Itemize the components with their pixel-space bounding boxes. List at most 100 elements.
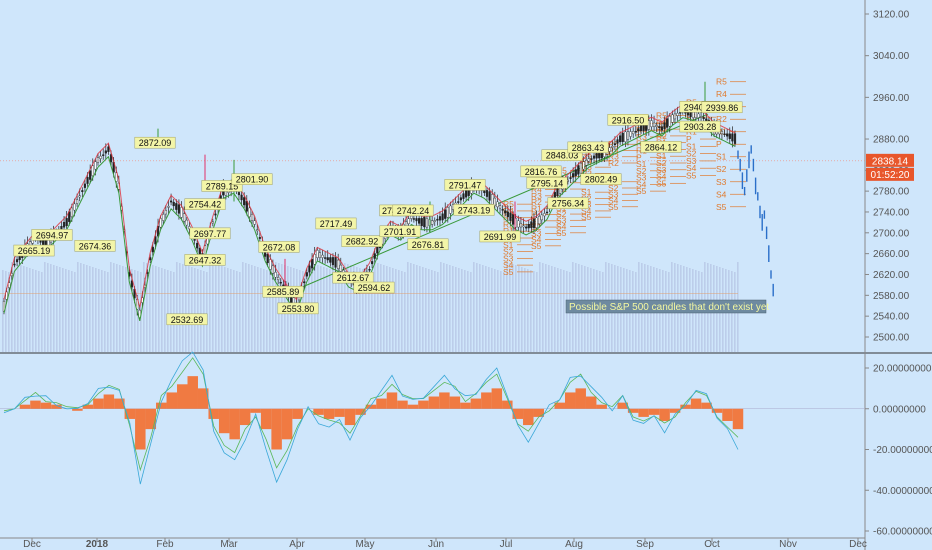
volume-bar [176, 262, 178, 352]
y-tick-label: 2540.00 [873, 312, 910, 323]
price-label-text: 2864.12 [645, 142, 678, 152]
ind-y-tick-label: -40.00000000 [873, 486, 932, 497]
pivot-label: R2 [581, 168, 592, 178]
candle [159, 218, 162, 228]
candle [619, 135, 622, 143]
volume-bar [452, 266, 454, 352]
price-label-text: 2742 [382, 206, 402, 216]
x-tick-label: Nov [779, 539, 797, 550]
candle [13, 263, 16, 266]
ind-histogram-bar [365, 404, 377, 409]
ind-histogram-bar [575, 388, 586, 409]
volume-bar [494, 269, 496, 352]
pivot-label: R5 [716, 77, 727, 87]
candle [590, 158, 593, 160]
volume-bar [461, 269, 463, 352]
candle [459, 197, 462, 201]
candle [130, 280, 134, 288]
volume-bar [350, 265, 352, 352]
price-label-text: 2863.43 [572, 143, 605, 153]
price-label-text: 2691.99 [484, 232, 517, 242]
candle [248, 207, 251, 217]
ind-histogram-bar [292, 408, 303, 419]
volume-bar [194, 268, 196, 352]
pivot-label: S4 [556, 222, 567, 232]
price-label-box [453, 204, 495, 216]
candle [660, 126, 663, 131]
y-tick-label: 2740.00 [873, 207, 910, 218]
candle [154, 236, 157, 245]
volume-bar [53, 265, 55, 352]
candle [318, 252, 321, 258]
candle [316, 250, 319, 258]
volume-bar [515, 265, 517, 352]
pivot-label: R2 [608, 158, 619, 168]
volume-bar [434, 271, 436, 352]
price-label-text: 2594.62 [358, 283, 391, 293]
pivot-label: S4 [656, 172, 667, 182]
ind-y-tick-label: 0.00000000 [873, 404, 926, 415]
volume-bar [374, 262, 376, 352]
countdown-label: 01:52:20 [871, 170, 910, 181]
candle [104, 150, 107, 154]
volume-bar [272, 272, 274, 352]
y-tick-label: 2880.00 [873, 135, 910, 146]
pivot-label: S2 [608, 183, 619, 193]
volume-bar [389, 267, 391, 352]
candle [438, 216, 442, 221]
x-tick-label: Sep [636, 539, 654, 550]
volume-bar [92, 267, 94, 352]
ind-histogram-bar [491, 388, 503, 409]
candle [172, 201, 175, 207]
ind-histogram-bar [376, 398, 387, 409]
price-label-box [479, 230, 521, 243]
volume-bar [173, 272, 175, 352]
volume-bar [95, 268, 97, 352]
candle [535, 217, 538, 229]
volume-bar [332, 270, 334, 352]
volume-bar [251, 265, 253, 352]
candle [60, 226, 63, 229]
y-tick-label: 3040.00 [873, 51, 910, 62]
ind-histogram-bar [439, 392, 450, 409]
candle [266, 253, 269, 264]
pivot-label: S1 [656, 151, 667, 161]
candle [543, 213, 546, 217]
candle [673, 113, 677, 120]
candle [175, 203, 178, 210]
volume-bar [467, 271, 469, 352]
price-label-text: 2872.09 [139, 138, 172, 148]
candle [728, 133, 731, 139]
x-tick-label: Jul [500, 539, 513, 550]
price-label-box [607, 114, 649, 126]
ind-histogram-bar [596, 404, 607, 409]
projected-candles [737, 145, 774, 297]
volume-bar [236, 271, 238, 352]
volume-bar [257, 267, 259, 352]
candle [498, 205, 502, 209]
price-label-box [184, 254, 226, 266]
x-axis: Dec 2018 Feb Mar Apr May Jun Jul Aug Sep Oct Nov Dec [23, 538, 867, 550]
ind-histogram-bar [659, 408, 670, 421]
volume-bar [395, 269, 397, 352]
volume-bar [179, 263, 181, 352]
candle [425, 218, 429, 228]
price-label-box [541, 149, 583, 161]
candle [496, 201, 499, 208]
volume-bar [206, 272, 208, 352]
price-label-text: 2940.91 [684, 102, 717, 112]
volume-bar [353, 266, 355, 352]
ind-histogram-bar [585, 396, 597, 409]
candle [650, 120, 653, 127]
annotation-box [565, 299, 767, 314]
volume-bar [83, 264, 85, 352]
volume-bar [239, 272, 241, 352]
price-label-text: 2665.19 [18, 246, 51, 256]
pivot-label: R4 [716, 89, 727, 99]
volume-bar [335, 271, 337, 352]
candle [274, 271, 277, 278]
pivot-label: S1 [581, 187, 592, 197]
pivot-label: S4 [608, 196, 619, 206]
price-tag [866, 153, 914, 167]
